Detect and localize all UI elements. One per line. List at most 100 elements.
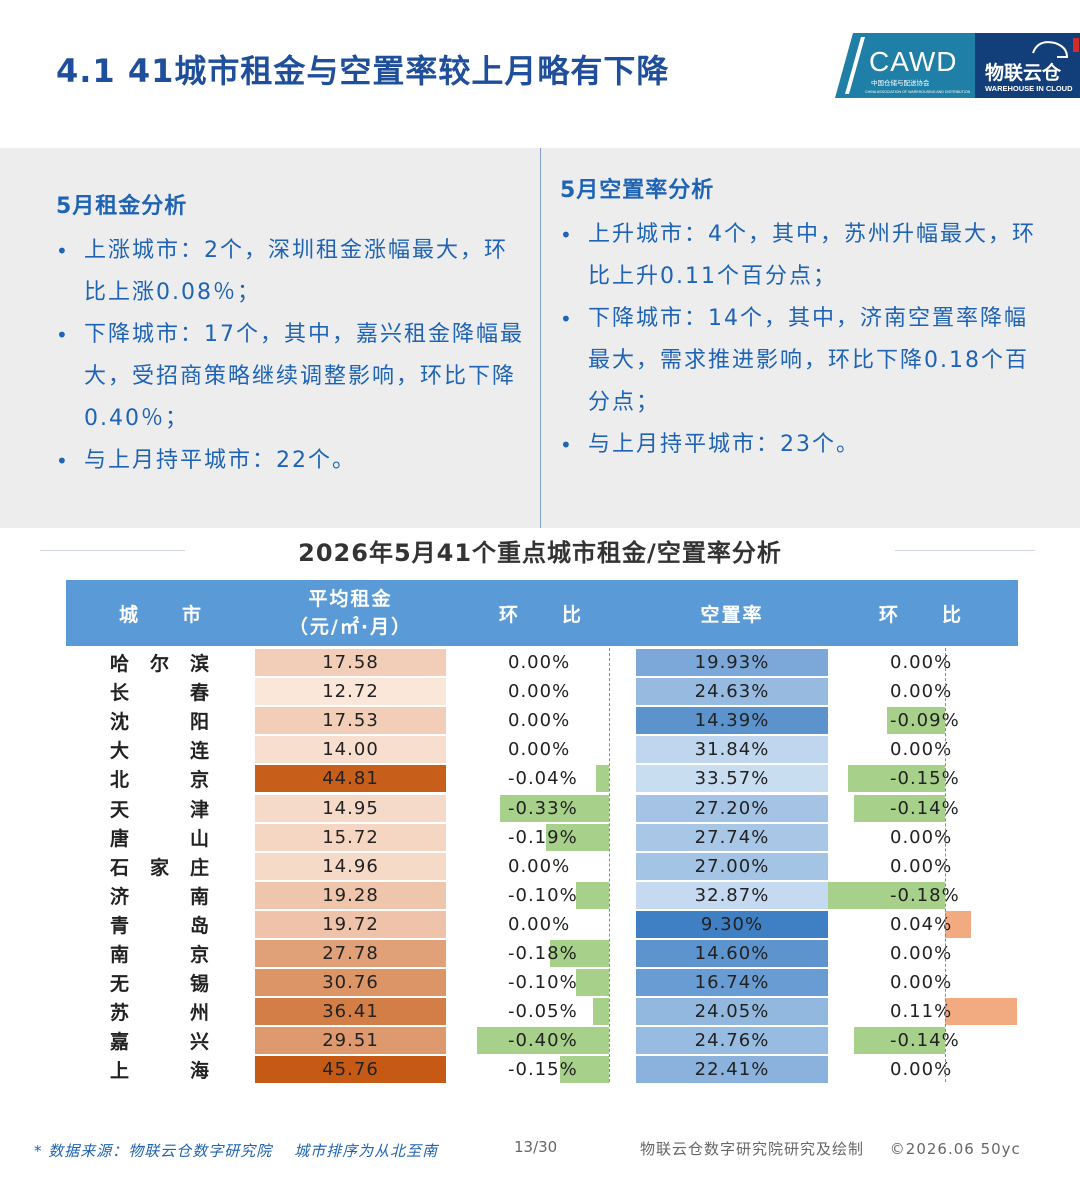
city-name: 南京 (110, 944, 210, 966)
rent-heat-cell (255, 910, 446, 938)
rent-value: 27.78 (322, 943, 379, 964)
table-row: 上海 45.76 -0.15% 22.41% 0.00% (66, 1055, 1018, 1084)
rent-value: 14.96 (322, 855, 379, 877)
rent-change-axis (609, 648, 610, 1082)
rent-change-value: -0.10% (508, 884, 578, 906)
vacancy-change-value: 0.00% (890, 972, 953, 994)
vacancy-change-bar (886, 707, 945, 735)
city-name: 长春 (110, 682, 210, 705)
rent-value: 36.41 (322, 1001, 379, 1023)
vacancy-change-value: 0.04% (890, 913, 953, 935)
vacancy-value: 14.60% (694, 943, 770, 964)
vacancy-heat-cell (636, 1027, 828, 1055)
page-number: 13/30 (514, 1138, 558, 1156)
vacancy-value: 27.74% (694, 826, 770, 848)
vacancy-value: 27.20% (694, 797, 770, 819)
header-rent-line2: （元/㎡·月） (288, 616, 413, 638)
vacancy-change-value: 0.00% (890, 826, 953, 848)
rent-bullet: 上涨城市：2个，深圳租金涨幅最大，环比上涨0.08％； (56, 230, 526, 314)
table-header: 城 市 平均租金 （元/㎡·月） 环 比 空置率 环 比 (66, 580, 1018, 646)
rent-heat-cell (255, 1056, 446, 1084)
svg-text:物联云仓: 物联云仓 (985, 61, 1062, 84)
vacancy-change-bar (945, 910, 971, 938)
table-row: 唐山 15.72 -0.19% 27.74% 0.00% (66, 823, 1018, 852)
table-row: 青岛 19.72 0.00% 9.30% 0.04% (66, 910, 1018, 939)
rent-value: 29.51 (322, 1030, 379, 1052)
table-row: 苏州 36.41 -0.05% 24.05% 0.11% (66, 997, 1018, 1026)
rent-heat-cell (255, 707, 446, 735)
rent-change-value: 0.00% (508, 681, 571, 703)
vacancy-change-bar (828, 881, 945, 909)
rent-value: 45.76 (322, 1059, 379, 1081)
rent-change-value: 0.00% (508, 855, 571, 877)
rent-value: 44.81 (322, 768, 379, 790)
city-name: 北京 (110, 769, 210, 792)
vacancy-analysis-heading: 5月空置率分析 (560, 178, 715, 203)
vacancy-value: 27.00% (694, 855, 770, 877)
rent-change-bar (546, 823, 609, 851)
title-rule-left (40, 550, 185, 551)
city-name: 青岛 (110, 914, 210, 937)
vacancy-heat-cell (636, 794, 828, 822)
rent-value: 17.58 (322, 652, 379, 673)
rent-change-value: 0.00% (508, 913, 571, 935)
table-row: 嘉兴 29.51 -0.40% 24.76% -0.14% (66, 1026, 1018, 1055)
city-name: 大连 (110, 740, 210, 763)
vacancy-heat-cell (636, 649, 828, 676)
rent-change-bar (559, 1056, 609, 1084)
rent-heat-cell (255, 736, 446, 764)
vacancy-value: 24.76% (694, 1030, 770, 1052)
header-vacancy: 空置率 (700, 603, 764, 626)
rent-value: 19.72 (322, 913, 379, 935)
svg-text:CAWD: CAWD (869, 46, 958, 77)
vacancy-change-value: 0.00% (890, 681, 953, 703)
vacancy-value: 19.93% (694, 652, 770, 673)
rent-change-bar (576, 881, 609, 909)
table-row: 无锡 30.76 -0.10% 16.74% 0.00% (66, 968, 1018, 997)
city-name: 天津 (110, 798, 210, 821)
vacancy-heat-cell (636, 940, 828, 967)
cawd-logo: CAWD 中国仓储与配送协会 CHINA ASSOCIATION OF WARE… (835, 33, 1080, 98)
table-row: 南京 27.78 -0.18% 14.60% 0.00% (66, 939, 1018, 968)
copyright: ©2026.06 50yc (889, 1140, 1021, 1158)
rent-analysis: 5月租金分析 上涨城市：2个，深圳租金涨幅最大，环比上涨0.08％； 下降城市：… (56, 192, 526, 482)
title-rule-right (895, 550, 1035, 551)
rent-value: 14.00 (322, 739, 379, 761)
rent-change-value: 0.00% (508, 739, 571, 761)
table-row: 济南 19.28 -0.10% 32.87% -0.18% (66, 881, 1018, 910)
rent-change-bar (576, 969, 609, 997)
rent-value: 14.95 (322, 797, 379, 819)
table-row: 石家庄 14.96 0.00% 27.00% 0.00% (66, 852, 1018, 881)
rent-analysis-heading: 5月租金分析 (56, 194, 188, 219)
rent-heat-cell (255, 998, 446, 1026)
vacancy-bullet: 上升城市：4个，其中，苏州升幅最大，环比上升0.11个百分点； (560, 214, 1040, 298)
vacancy-value: 33.57% (694, 768, 770, 790)
vacancy-change-value: 0.00% (890, 652, 953, 673)
rent-analysis-list: 上涨城市：2个，深圳租金涨幅最大，环比上涨0.08％； 下降城市：17个，其中，… (56, 230, 526, 482)
vacancy-heat-cell (636, 736, 828, 764)
vacancy-change-bar (854, 1027, 945, 1055)
rent-heat-cell (255, 1027, 446, 1055)
rent-heat-cell (255, 794, 446, 822)
vacancy-heat-cell (636, 1056, 828, 1084)
vacancy-change-value: 0.00% (890, 1059, 953, 1081)
vacancy-change-value: 0.00% (890, 855, 953, 877)
vacancy-value: 24.05% (694, 1001, 770, 1023)
vacancy-change-value: -0.09% (890, 710, 960, 732)
rent-change-bar (500, 794, 609, 822)
vacancy-analysis-list: 上升城市：4个，其中，苏州升幅最大，环比上升0.11个百分点； 下降城市：14个… (560, 214, 1040, 466)
rent-change-bar (595, 765, 609, 793)
rent-change-value: 0.00% (508, 652, 571, 673)
svg-text:CHINA ASSOCIATION OF WAREHOUSI: CHINA ASSOCIATION OF WAREHOUSING AND DIS… (865, 90, 971, 94)
table-row: 天津 14.95 -0.33% 27.20% -0.14% (66, 794, 1018, 823)
rent-heat-cell (255, 969, 446, 997)
vacancy-value: 31.84% (694, 739, 770, 761)
rent-change-value: -0.33% (508, 797, 578, 819)
vacancy-heat-cell (636, 678, 828, 706)
rent-change-value: -0.05% (508, 1001, 578, 1023)
rent-value: 15.72 (322, 826, 379, 848)
rent-change-bar (477, 1027, 609, 1055)
vacancy-heat-cell (636, 998, 828, 1026)
vacancy-change-bar (847, 765, 945, 793)
vacancy-heat-cell (636, 823, 828, 851)
